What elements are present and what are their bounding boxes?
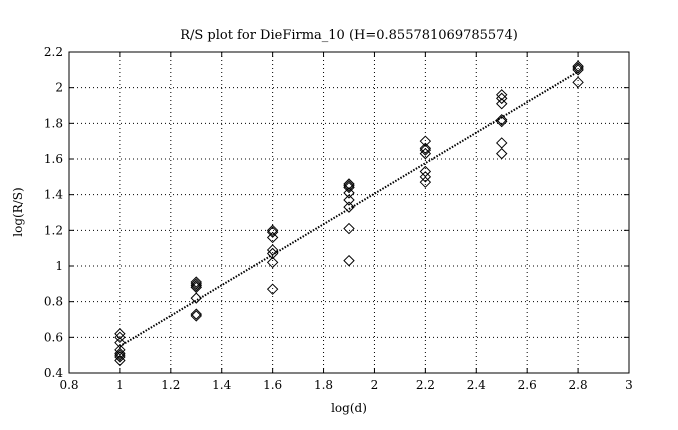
y-tick-label: 1 [55, 259, 63, 273]
data-point [266, 224, 279, 237]
data-point [343, 254, 355, 267]
y-tick-label: 2 [55, 81, 63, 95]
data-point [114, 328, 126, 340]
x-tick-label: 1.4 [212, 378, 231, 392]
data-point [419, 142, 432, 155]
data-point [114, 349, 126, 361]
y-tick-label: 0.8 [44, 295, 63, 309]
data-point [114, 347, 126, 360]
data-point [114, 351, 126, 363]
data-point [190, 310, 202, 322]
data-point [190, 276, 202, 288]
y-tick-labels: 0.4 0.6 0.8 1 1.2 1.4 1.6 1.8 2 2.2 [44, 45, 63, 380]
data-point [266, 231, 279, 244]
data-point [343, 178, 355, 190]
data-point [266, 256, 279, 269]
data-point [266, 247, 279, 260]
x-tick-label: 1.6 [263, 378, 282, 392]
data-point [266, 226, 279, 238]
data-point [496, 92, 508, 105]
chart-title: R/S plot for DieFirma_10 (H=0.8557810697… [180, 28, 518, 43]
y-tick-label: 2.2 [44, 45, 63, 59]
data-point [343, 222, 355, 235]
y-tick-label: 1.2 [44, 223, 63, 237]
x-tick-label: 3 [625, 378, 633, 392]
x-tick-label: 2.8 [569, 378, 588, 392]
data-point [419, 144, 432, 156]
data-point [496, 137, 508, 149]
data-point [343, 187, 355, 199]
y-tick-label: 0.6 [44, 330, 63, 344]
data-point [572, 60, 584, 72]
y-tick-label: 1.4 [44, 188, 63, 202]
y-axis-label: log(R/S) [11, 187, 25, 236]
x-tick-label: 2.6 [518, 378, 537, 392]
data-point [190, 308, 202, 320]
x-tick-label: 2 [371, 378, 379, 392]
data-point [114, 331, 126, 344]
data-point [266, 244, 279, 256]
data-point [114, 354, 126, 367]
data-point [343, 181, 355, 194]
x-tick-label: 2.2 [416, 378, 435, 392]
data-markers [114, 60, 584, 367]
x-tick-label: 0.8 [59, 378, 78, 392]
data-point [266, 283, 279, 295]
data-point [190, 279, 202, 292]
x-tick-labels: 0.8 1 1.2 1.4 1.6 1.8 2 2.2 2.4 2.6 2.8 3 [59, 378, 632, 392]
data-point [190, 292, 202, 304]
data-point [496, 147, 508, 160]
x-tick-label: 1 [116, 378, 124, 392]
data-point [419, 147, 432, 160]
x-tick-label: 1.8 [314, 378, 333, 392]
data-point [419, 171, 432, 183]
x-tick-label: 2.4 [467, 378, 486, 392]
fit-line [119, 70, 579, 348]
data-point [496, 114, 508, 126]
data-point [190, 278, 202, 290]
data-point [496, 98, 508, 110]
data-point [343, 180, 355, 192]
data-point [343, 194, 355, 206]
data-point [572, 76, 584, 89]
data-point [419, 135, 432, 147]
y-tick-label: 1.8 [44, 116, 63, 130]
x-tick-label: 1.2 [161, 378, 180, 392]
data-point [572, 62, 584, 74]
data-point [419, 176, 432, 188]
y-tick-label: 0.4 [44, 366, 63, 380]
data-point [496, 115, 508, 128]
data-point [343, 201, 355, 213]
y-tick-label: 1.6 [44, 152, 63, 166]
x-axis-label: log(d) [331, 401, 367, 415]
data-point [572, 64, 584, 76]
axis-ticks [68, 51, 630, 374]
plot-frame [68, 51, 630, 374]
data-point [496, 89, 508, 101]
